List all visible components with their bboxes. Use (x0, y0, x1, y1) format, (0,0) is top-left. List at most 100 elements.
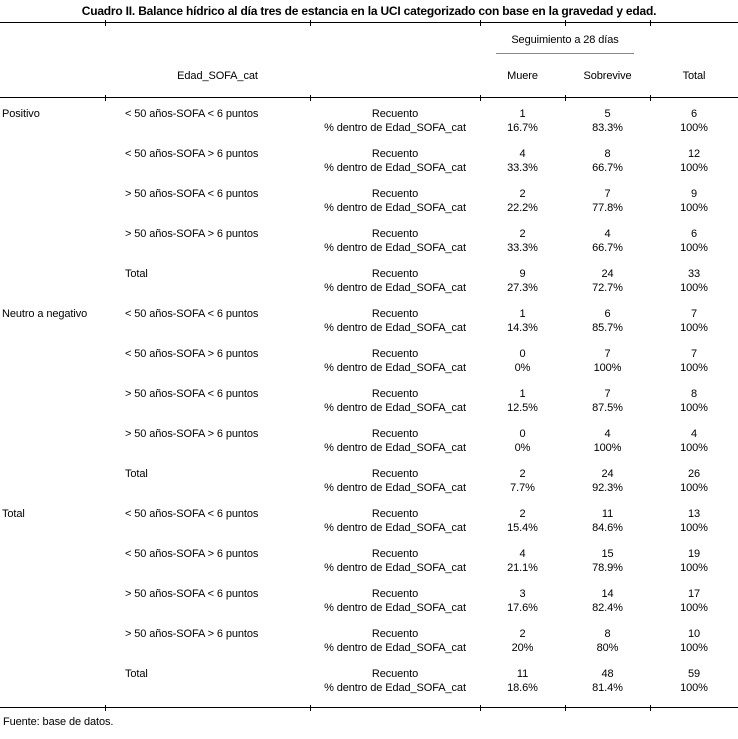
row-header-label: Edad_SOFA_cat (177, 70, 258, 82)
total-pct-value: 100% (680, 202, 708, 214)
muere-pct-value: 27.3% (507, 282, 538, 294)
measure-labels-cell: Recuento % dentro de Edad_SOFA_cat (310, 467, 480, 495)
total-count-value: 59 (687, 668, 701, 680)
muere-pct-value: 0% (514, 442, 531, 454)
measure-pct-label: % dentro de Edad_SOFA_cat (324, 282, 466, 294)
total-pct-value: 100% (680, 642, 708, 654)
measure-pct-label: % dentro de Edad_SOFA_cat (324, 522, 466, 534)
sobrevive-count-value: 24 (601, 468, 614, 480)
measure-count-label: Recuento (371, 668, 419, 680)
table-row: Total Recuento % dentro de Edad_SOFA_cat… (0, 267, 738, 307)
sobrevive-pct-value: 87.5% (592, 402, 623, 414)
sobrevive-count-value: 5 (604, 108, 611, 120)
muere-values-cell: 1 14.3% (480, 307, 565, 335)
total-values-cell: 26 100% (650, 467, 738, 495)
top-rule (0, 20, 738, 26)
muere-pct-value: 16.7% (507, 122, 538, 134)
group-label (0, 667, 125, 695)
sobrevive-pct-value: 82.4% (592, 602, 623, 614)
total-pct-value: 100% (680, 602, 708, 614)
total-values-cell: 7 100% (650, 347, 738, 375)
measure-count-label: Recuento (371, 628, 419, 640)
sobrevive-count-value: 48 (601, 668, 614, 680)
total-values-cell: 59 100% (650, 667, 738, 695)
table-row: > 50 años-SOFA > 6 puntos Recuento % den… (0, 427, 738, 467)
measure-labels-cell: Recuento % dentro de Edad_SOFA_cat (310, 387, 480, 415)
sobrevive-count-value: 7 (604, 348, 611, 360)
muere-values-cell: 2 22.2% (480, 187, 565, 215)
sobrevive-count-value: 7 (604, 188, 611, 200)
muere-values-cell: 11 18.6% (480, 667, 565, 695)
subcategory-label: Total (125, 468, 148, 480)
total-pct-value: 100% (680, 322, 708, 334)
measure-pct-label: % dentro de Edad_SOFA_cat (324, 122, 466, 134)
total-pct-value: 100% (680, 442, 708, 454)
table-row: Total Recuento % dentro de Edad_SOFA_cat… (0, 467, 738, 507)
total-values-cell: 17 100% (650, 587, 738, 615)
muere-values-cell: 4 21.1% (480, 547, 565, 575)
table-row: < 50 años-SOFA > 6 puntos Recuento % den… (0, 547, 738, 587)
total-pct-value: 100% (680, 522, 708, 534)
group-label (0, 467, 125, 495)
sobrevive-values-cell: 48 81.4% (565, 667, 650, 695)
sobrevive-values-cell: 7 77.8% (565, 187, 650, 215)
sobrevive-values-cell: 8 66.7% (565, 147, 650, 175)
sobrevive-count-value: 11 (601, 508, 614, 520)
group-label (0, 387, 125, 415)
sobrevive-values-cell: 5 83.3% (565, 107, 650, 135)
col-header-muere: Muere (507, 70, 538, 82)
sobrevive-values-cell: 4 100% (565, 427, 650, 455)
table-row: > 50 años-SOFA > 6 puntos Recuento % den… (0, 227, 738, 267)
measure-labels-cell: Recuento % dentro de Edad_SOFA_cat (310, 187, 480, 215)
table-row: < 50 años-SOFA > 6 puntos Recuento % den… (0, 347, 738, 387)
column-tick (310, 95, 311, 101)
muere-pct-value: 33.3% (507, 162, 538, 174)
muere-values-cell: 1 16.7% (480, 107, 565, 135)
total-count-value: 17 (687, 588, 701, 600)
source-note: Fuente: base de datos. (3, 716, 114, 728)
column-tick (105, 705, 106, 711)
total-count-value: 26 (687, 468, 701, 480)
sobrevive-pct-value: 66.7% (592, 242, 623, 254)
total-pct-value: 100% (680, 362, 708, 374)
column-tick (650, 95, 651, 101)
sobrevive-values-cell: 4 66.7% (565, 227, 650, 255)
sobrevive-count-value: 4 (604, 228, 611, 240)
muere-values-cell: 9 27.3% (480, 267, 565, 295)
sobrevive-pct-value: 78.9% (592, 562, 623, 574)
total-count-value: 4 (690, 428, 698, 440)
subcategory-label: > 50 años-SOFA > 6 puntos (125, 428, 259, 440)
total-values-cell: 4 100% (650, 427, 738, 455)
sobrevive-pct-value: 100% (593, 362, 622, 374)
total-values-cell: 6 100% (650, 107, 738, 135)
table-row: > 50 años-SOFA < 6 puntos Recuento % den… (0, 587, 738, 627)
muere-count-value: 2 (519, 628, 526, 640)
group-label (0, 227, 125, 255)
sobrevive-values-cell: 11 84.6% (565, 507, 650, 535)
measure-labels-cell: Recuento % dentro de Edad_SOFA_cat (310, 267, 480, 295)
col-header-sobrevive: Sobrevive (583, 70, 632, 82)
table-title: Cuadro II. Balance hídrico al día tres d… (81, 4, 657, 18)
sobrevive-pct-value: 100% (593, 442, 622, 454)
total-count-value: 12 (687, 148, 701, 160)
column-tick (565, 20, 566, 26)
table-row: > 50 años-SOFA < 6 puntos Recuento % den… (0, 387, 738, 427)
column-tick (105, 20, 106, 26)
subcategory-label: > 50 años-SOFA > 6 puntos (125, 628, 259, 640)
measure-pct-label: % dentro de Edad_SOFA_cat (324, 562, 466, 574)
measure-labels-cell: Recuento % dentro de Edad_SOFA_cat (310, 107, 480, 135)
group-label (0, 147, 125, 175)
measure-labels-cell: Recuento % dentro de Edad_SOFA_cat (310, 427, 480, 455)
muere-pct-value: 17.6% (507, 602, 538, 614)
measure-labels-cell: Recuento % dentro de Edad_SOFA_cat (310, 227, 480, 255)
measure-count-label: Recuento (371, 148, 419, 160)
column-tick (480, 705, 481, 711)
column-tick (480, 95, 481, 101)
subcategory-label: > 50 años-SOFA < 6 puntos (125, 188, 259, 200)
measure-labels-cell: Recuento % dentro de Edad_SOFA_cat (310, 307, 480, 335)
measure-count-label: Recuento (371, 428, 419, 440)
muere-pct-value: 12.5% (507, 402, 538, 414)
sobrevive-pct-value: 84.6% (592, 522, 623, 534)
group-label (0, 347, 125, 375)
muere-values-cell: 1 12.5% (480, 387, 565, 415)
